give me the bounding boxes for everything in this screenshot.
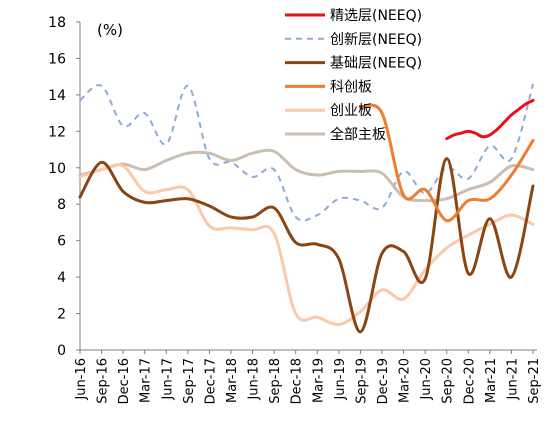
- series-line-1: [79, 83, 534, 222]
- x-tick-label: Mar-17: [139, 358, 154, 403]
- y-tick-label: 4: [57, 270, 66, 286]
- legend-label: 精选层(NEEQ): [330, 8, 422, 24]
- x-tick-label: Dec-19: [376, 358, 391, 404]
- y-tick-label: 12: [48, 124, 66, 140]
- legend-label: 基础层(NEEQ): [330, 55, 422, 72]
- x-axis-ticks: Jun-16 Sep-16 Dec-16 Mar-17 Jun-17 Sep-17 Dec-…: [74, 350, 542, 404]
- axes: [79, 22, 537, 351]
- series-line-3: [358, 103, 535, 223]
- legend-label: 创新层(NEEQ): [330, 32, 422, 48]
- x-tick-label: Jun-18: [247, 358, 262, 401]
- x-tick-label: Sep-21: [527, 358, 542, 404]
- y-tick-label: 2: [57, 307, 66, 323]
- y-axis-ticks: 0 2 4 6 8 10 12 14 16 18: [48, 15, 80, 359]
- x-tick-label: Mar-18: [225, 358, 240, 403]
- x-tick-label: Dec-17: [203, 358, 218, 404]
- series-line-0: [445, 98, 535, 141]
- x-tick-label: Jun-19: [333, 358, 348, 401]
- x-tick-label: Jun-20: [419, 358, 434, 401]
- x-tick-label: Mar-21: [484, 358, 499, 403]
- y-tick-label: 16: [48, 51, 66, 67]
- legend-label: 全部主板: [330, 126, 386, 143]
- y-tick-label: 6: [57, 234, 66, 250]
- x-tick-label: Jun-21: [505, 358, 520, 401]
- x-tick-label: Sep-18: [268, 358, 283, 404]
- x-tick-label: Sep-16: [96, 358, 111, 404]
- x-tick-label: Jun-16: [74, 358, 89, 401]
- x-tick-label: Mar-19: [311, 358, 326, 403]
- series-lines: [78, 83, 535, 334]
- x-tick-label: Sep-17: [182, 358, 197, 404]
- y-tick-label: 10: [48, 161, 66, 177]
- x-tick-label: Sep-20: [441, 358, 456, 404]
- series-line-4: [78, 163, 535, 327]
- x-tick-label: Dec-16: [117, 358, 132, 404]
- x-tick-label: Sep-19: [354, 358, 369, 404]
- x-tick-label: Dec-20: [462, 358, 477, 404]
- y-tick-label: 18: [48, 15, 66, 31]
- x-tick-label: Jun-17: [160, 358, 175, 401]
- y-tick-label: 14: [48, 88, 66, 104]
- legend-label: 科创板: [330, 79, 372, 95]
- x-tick-label: Mar-20: [398, 358, 413, 403]
- x-tick-label: Dec-18: [290, 358, 305, 404]
- y-tick-label: 0: [57, 343, 66, 359]
- unit-label: (%): [97, 21, 123, 39]
- series-line-5: [78, 148, 535, 203]
- y-tick-label: 8: [57, 197, 66, 213]
- legend-label: 创业板: [330, 103, 372, 119]
- series-line-2: [78, 157, 535, 334]
